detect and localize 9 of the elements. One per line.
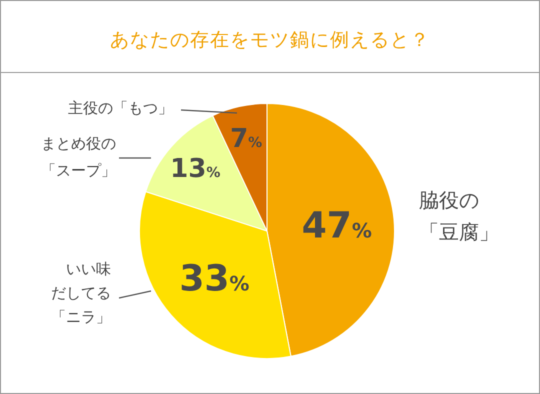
data-label: 47%	[302, 205, 372, 246]
data-label: 7%	[230, 124, 262, 154]
slice-label: まとめ役の「スープ」	[41, 134, 116, 180]
slice-label: いい味だしてる「ニラ」	[51, 260, 111, 326]
data-label: 33%	[179, 258, 250, 300]
slice-label: 主役の「もつ」	[68, 98, 173, 117]
chart-title: あなたの存在をモツ鍋に例えると？	[1, 1, 539, 73]
slice-label: 脇役の「豆腐」	[419, 188, 499, 244]
data-label: 13%	[170, 154, 220, 184]
